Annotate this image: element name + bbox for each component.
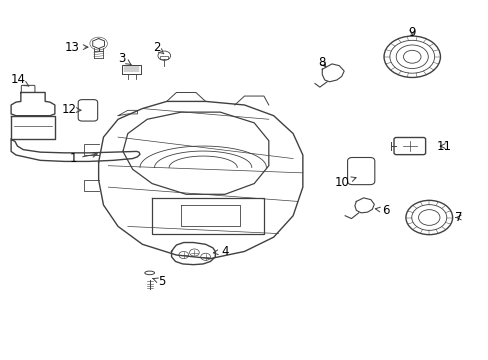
Text: 4: 4 <box>213 245 228 258</box>
Text: 2: 2 <box>153 41 163 54</box>
Text: 11: 11 <box>435 140 450 153</box>
Text: 7: 7 <box>454 211 461 224</box>
Text: 10: 10 <box>334 176 355 189</box>
Text: 13: 13 <box>64 41 88 54</box>
Text: 6: 6 <box>375 204 388 217</box>
Text: 9: 9 <box>407 26 415 39</box>
Text: 1: 1 <box>69 152 97 165</box>
Text: 5: 5 <box>152 275 165 288</box>
Text: 3: 3 <box>118 52 131 65</box>
Text: 12: 12 <box>62 103 81 116</box>
Text: 8: 8 <box>318 55 325 69</box>
Text: 14: 14 <box>11 73 29 86</box>
